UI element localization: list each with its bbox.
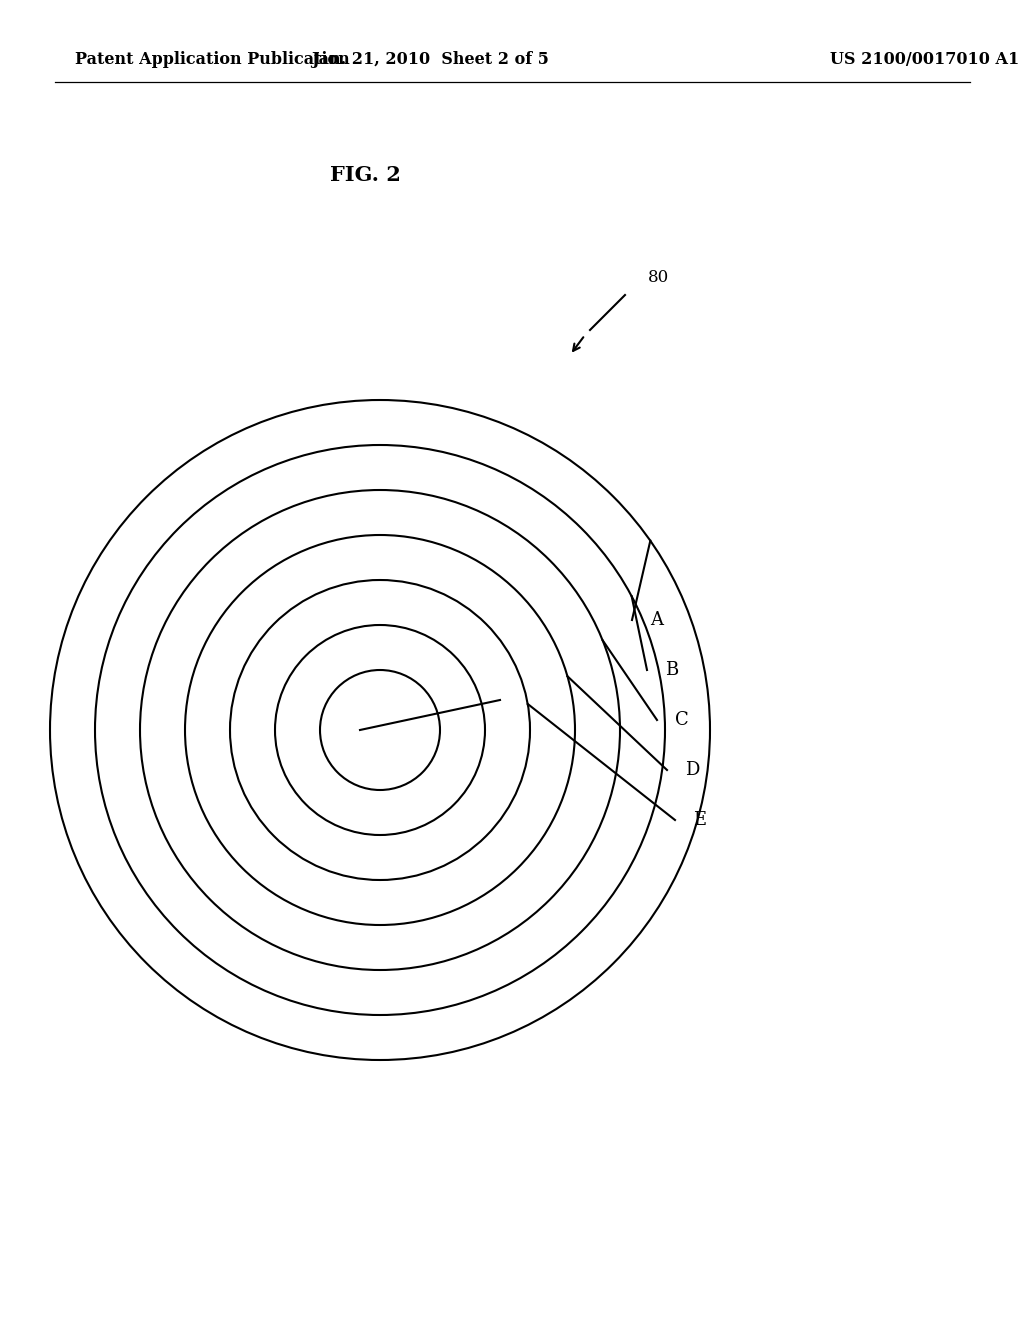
Text: E: E — [693, 810, 707, 829]
Text: C: C — [675, 711, 689, 729]
Text: 80: 80 — [648, 269, 670, 286]
Text: FIG. 2: FIG. 2 — [330, 165, 400, 185]
Text: D: D — [685, 762, 699, 779]
Text: A: A — [650, 611, 663, 630]
Text: B: B — [665, 661, 678, 678]
Text: Patent Application Publication: Patent Application Publication — [75, 51, 350, 69]
Text: US 2100/0017010 A1: US 2100/0017010 A1 — [830, 51, 1019, 69]
Text: Jan. 21, 2010  Sheet 2 of 5: Jan. 21, 2010 Sheet 2 of 5 — [311, 51, 549, 69]
